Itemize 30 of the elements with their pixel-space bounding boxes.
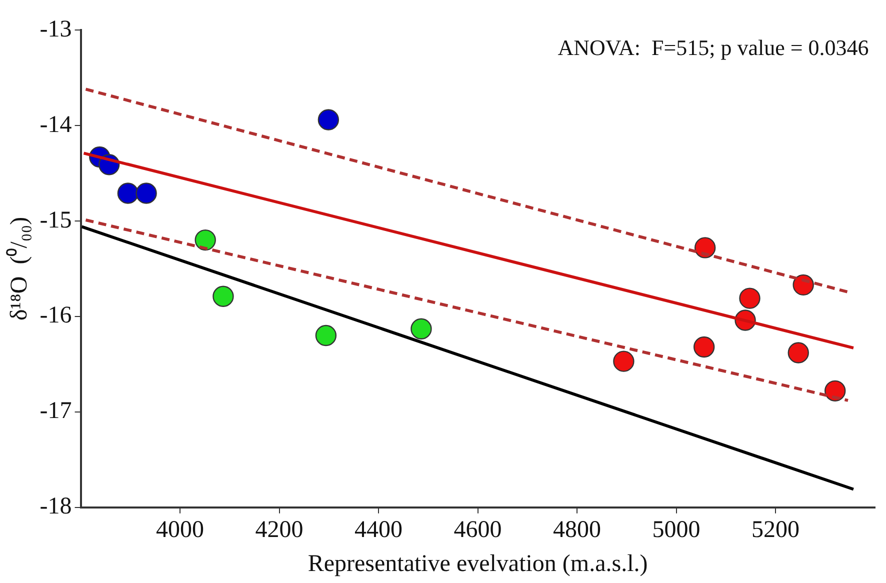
point <box>824 380 846 402</box>
x-tick-label: 4000 <box>156 517 204 544</box>
point <box>693 336 715 358</box>
y-tick-label: -15 <box>40 207 72 234</box>
y-tick-label: -17 <box>40 398 72 424</box>
point <box>613 350 634 372</box>
point <box>694 237 716 258</box>
point <box>117 182 139 204</box>
annotation: ANOVA: F=515; p value = 0.0346 <box>558 34 869 60</box>
x-tick-label: 4200 <box>255 517 304 544</box>
x-tick-label: 4600 <box>454 517 502 544</box>
point <box>318 109 340 130</box>
point <box>792 274 814 296</box>
y-axis-title: δ¹⁸O (⁰/₀₀) <box>6 216 33 320</box>
x-tick-label: 4800 <box>553 517 602 544</box>
point <box>315 324 337 346</box>
y-tick-label: -14 <box>40 112 72 138</box>
y-tick-label: -18 <box>40 494 72 520</box>
x-tick-label: 5000 <box>652 517 700 544</box>
point <box>739 288 760 309</box>
x-axis-title: Representative evelvation (m.a.s.l.) <box>308 550 648 577</box>
x-tick-label: 5200 <box>752 517 800 544</box>
point <box>788 342 809 364</box>
y-tick-label: -13 <box>40 16 72 42</box>
point <box>212 286 234 307</box>
x-tick-label: 4400 <box>354 517 403 544</box>
point <box>136 182 157 204</box>
y-tick-label: -16 <box>40 302 72 329</box>
point <box>410 318 432 340</box>
point <box>194 229 216 251</box>
